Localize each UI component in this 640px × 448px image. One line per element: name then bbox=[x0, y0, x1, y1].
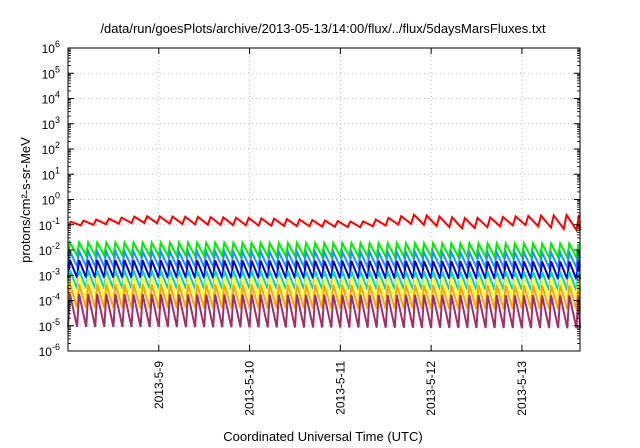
y-tick-exponent: 0 bbox=[55, 191, 60, 201]
y-tick-exponent: -3 bbox=[52, 266, 60, 276]
y-tick-exponent: 4 bbox=[55, 90, 60, 100]
y-tick-label: 10-2 bbox=[39, 241, 60, 258]
y-tick-label: 102 bbox=[42, 140, 60, 157]
y-axis-label: protons/cm²-s-sr-MeV bbox=[18, 137, 33, 263]
x-tick-label: 2013-5-13 bbox=[515, 361, 529, 416]
y-tick-exponent: -5 bbox=[52, 317, 60, 327]
y-tick-label: 106 bbox=[42, 39, 60, 56]
y-tick-label: 10-4 bbox=[39, 292, 60, 309]
series-line-2 bbox=[67, 247, 581, 272]
y-tick-base: 10 bbox=[39, 219, 53, 233]
y-tick-exponent: -2 bbox=[52, 241, 60, 251]
x-axis: 2013-5-9 2013-5-10 2013-5-11 2013-5-12 2013-… bbox=[152, 48, 529, 416]
series-layer bbox=[67, 212, 581, 329]
y-tick-base: 10 bbox=[42, 42, 56, 56]
x-tick-label: 2013-5-12 bbox=[424, 361, 438, 416]
y-tick-label: 103 bbox=[42, 115, 60, 132]
y-tick-base: 10 bbox=[42, 93, 56, 107]
y-tick-label: 10-6 bbox=[39, 342, 60, 359]
y-tick-base: 10 bbox=[39, 244, 53, 258]
series-line-4 bbox=[67, 269, 581, 291]
y-axis: 10-610-510-410-310-210-11001011021031041… bbox=[39, 39, 580, 359]
x-tick-label: 2013-5-9 bbox=[152, 361, 166, 409]
y-tick-exponent: 2 bbox=[55, 140, 60, 150]
y-tick-label: 100 bbox=[42, 191, 60, 208]
y-tick-label: 101 bbox=[42, 165, 60, 182]
y-tick-exponent: 6 bbox=[55, 39, 60, 49]
y-tick-base: 10 bbox=[39, 345, 53, 359]
x-tick-label: 2013-5-10 bbox=[243, 361, 257, 416]
y-tick-exponent: 1 bbox=[55, 165, 60, 175]
y-tick-exponent: -1 bbox=[52, 216, 60, 226]
series-line-3 bbox=[67, 259, 581, 280]
y-tick-base: 10 bbox=[42, 67, 56, 81]
y-tick-base: 10 bbox=[42, 194, 56, 208]
y-tick-label: 10-3 bbox=[39, 266, 60, 283]
y-tick-exponent: 5 bbox=[55, 64, 60, 74]
y-tick-exponent: -6 bbox=[52, 342, 60, 352]
y-tick-base: 10 bbox=[39, 295, 53, 309]
x-axis-label: Coordinated Universal Time (UTC) bbox=[223, 429, 422, 444]
chart-title: /data/run/goesPlots/archive/2013-05-13/1… bbox=[100, 21, 546, 36]
y-tick-base: 10 bbox=[42, 143, 56, 157]
y-tick-base: 10 bbox=[39, 269, 53, 283]
y-tick-base: 10 bbox=[42, 168, 56, 182]
series-line-0 bbox=[67, 212, 581, 233]
y-tick-base: 10 bbox=[39, 320, 53, 334]
y-tick-base: 10 bbox=[42, 118, 56, 132]
y-tick-label: 105 bbox=[42, 64, 60, 81]
series-line-1 bbox=[67, 239, 581, 261]
x-tick-label: 2013-5-11 bbox=[333, 361, 347, 415]
y-tick-label: 10-5 bbox=[39, 317, 60, 334]
y-tick-exponent: -4 bbox=[52, 292, 60, 302]
series-line-5 bbox=[67, 276, 581, 299]
series-line-6 bbox=[67, 283, 581, 310]
y-tick-exponent: 3 bbox=[55, 115, 60, 125]
series-line-7 bbox=[67, 293, 581, 329]
y-tick-label: 104 bbox=[42, 90, 60, 107]
y-tick-label: 10-1 bbox=[39, 216, 60, 233]
